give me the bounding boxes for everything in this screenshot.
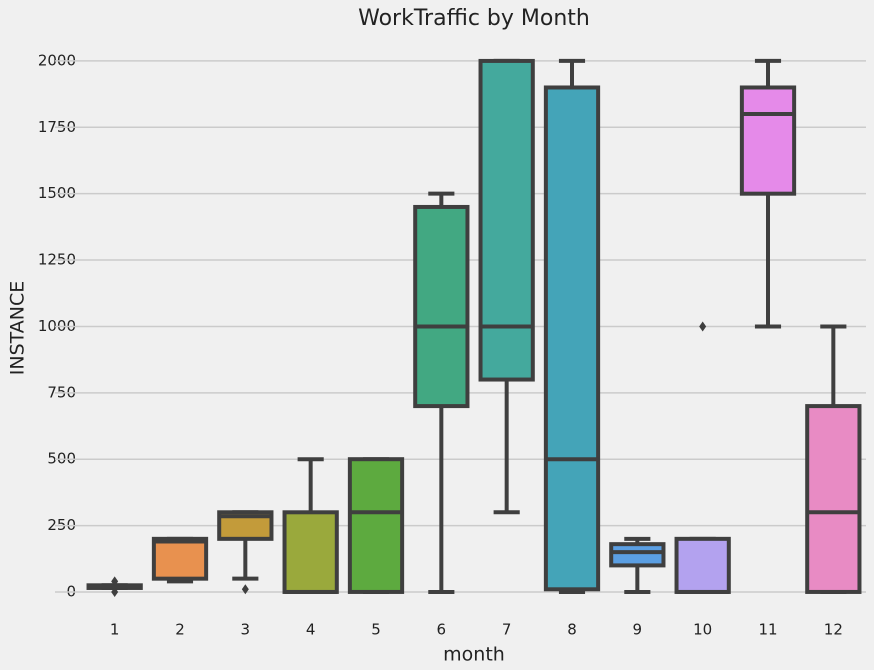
box (609, 542, 666, 568)
x-tick-label: 4 (306, 621, 316, 639)
box (151, 536, 209, 581)
x-tick-label: 9 (633, 621, 643, 639)
x-axis-label: month (443, 644, 505, 666)
x-tick-label: 8 (567, 621, 577, 639)
x-tick-label: 5 (371, 621, 381, 639)
chart-title: WorkTraffic by Month (358, 6, 590, 31)
flier (111, 576, 119, 587)
box (347, 457, 405, 594)
flier (111, 586, 119, 597)
x-tick-label: 7 (502, 621, 512, 639)
x-tick-label: 10 (693, 621, 712, 639)
x-tick-label: 3 (241, 621, 251, 639)
box (805, 404, 862, 594)
x-tick-label: 2 (175, 621, 185, 639)
flier (699, 321, 707, 332)
box (543, 85, 601, 592)
x-tick-label: 12 (824, 621, 843, 639)
box (413, 204, 470, 409)
x-tick-label: 6 (437, 621, 447, 639)
box (478, 58, 535, 382)
flier (241, 584, 249, 595)
box (282, 510, 339, 594)
x-tick-label: 11 (758, 621, 777, 639)
box (739, 85, 797, 196)
box (674, 536, 731, 594)
y-axis-label: INSTANCE (7, 281, 29, 376)
x-tick-label: 1 (110, 621, 120, 639)
